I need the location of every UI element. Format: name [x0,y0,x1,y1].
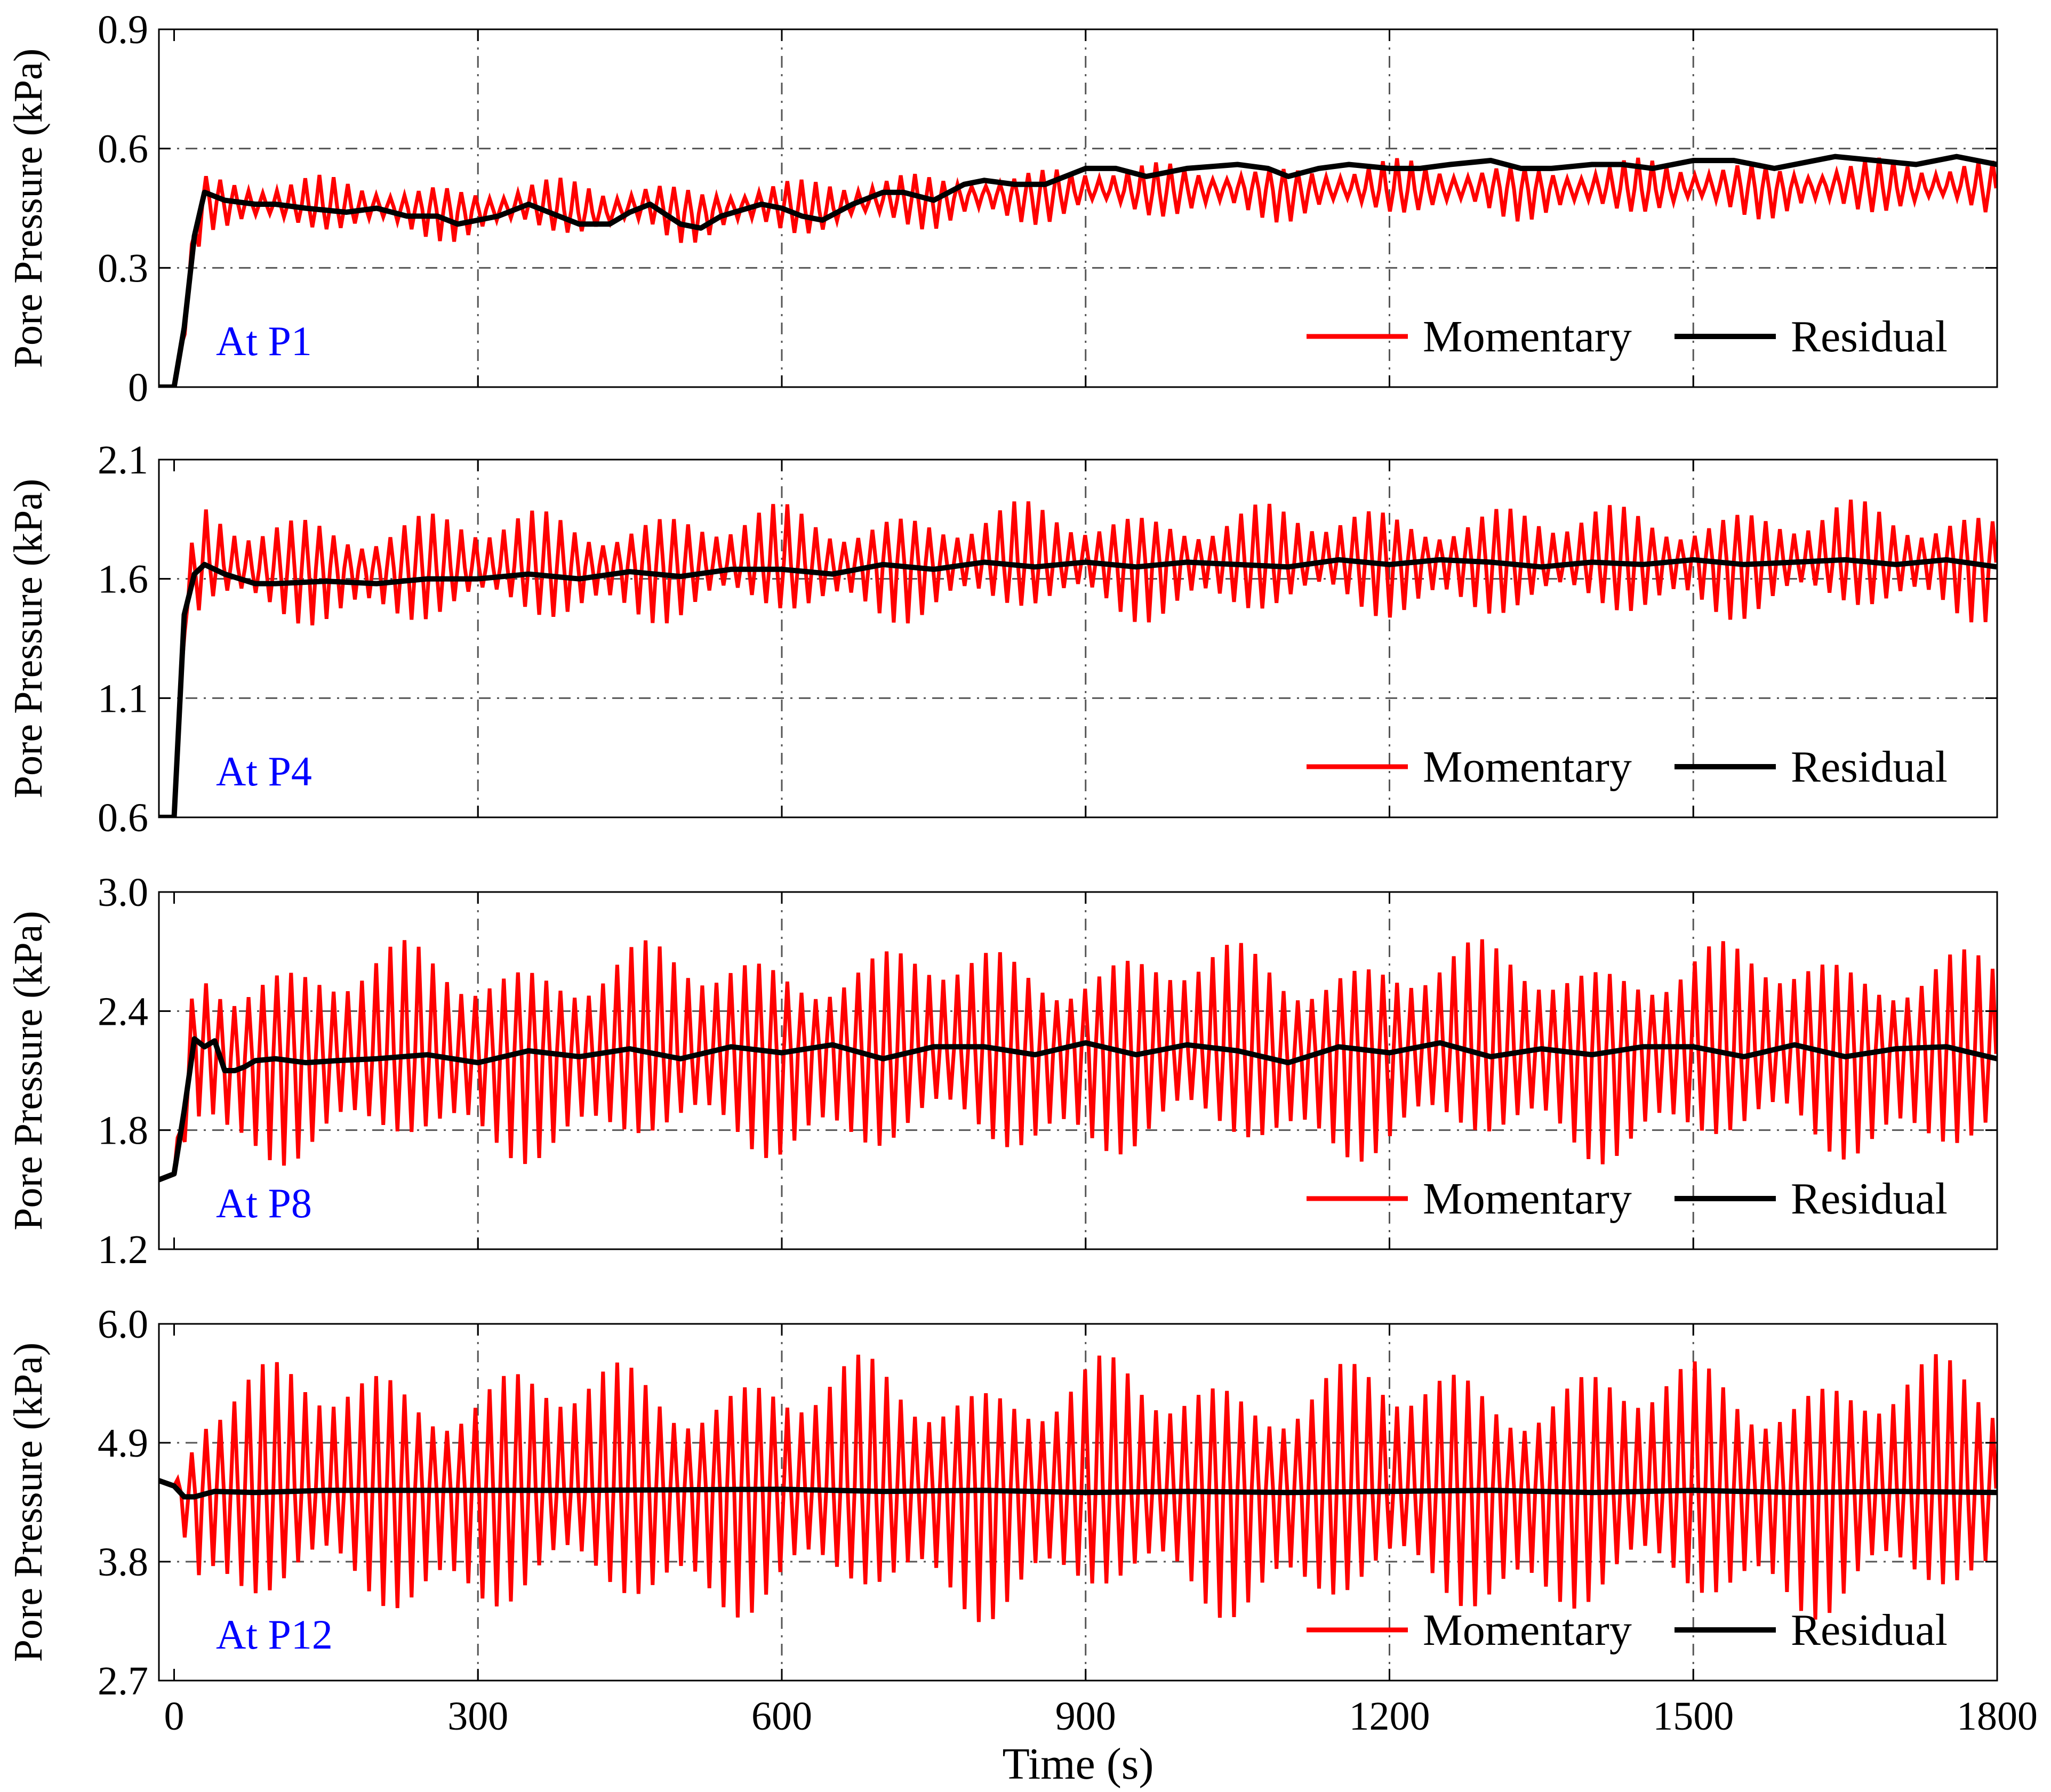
y-tick-label: 6.0 [98,1302,148,1347]
panel-tag: At P12 [216,1611,333,1658]
y-tick-label: 0.9 [98,7,148,52]
y-tick-label: 0 [128,365,148,410]
panel-1: 0 0.3 0.6 0.9 Pore Pressure (kPa) At P1 Moment… [6,7,1998,410]
panel-4: 2.7 3.8 4.9 6.0 Pore Pressure (kPa) At P12 Mom… [6,1302,1998,1703]
x-tick-label: 900 [1055,1694,1116,1739]
legend-momentary-label: Momentary [1423,742,1632,792]
axes-frame [158,1323,1998,1682]
y-axis-label: Pore Pressure (kPa) [6,911,51,1230]
panel-tag: At P8 [216,1180,312,1226]
axes-frame [158,459,1998,818]
panel-3: 1.2 1.8 2.4 3.0 Pore Pressure (kPa) At P8 Mome… [6,870,1998,1272]
panel-tag: At P1 [216,318,312,364]
legend-momentary-label: Momentary [1423,1174,1632,1224]
x-axis-label: Time (s) [1003,1739,1154,1789]
residual-series-line [159,1036,1997,1183]
y-tick-label: 1.8 [98,1108,148,1153]
legend-residual-label: Residual [1791,1174,1948,1224]
y-tick-label: 2.4 [98,989,148,1034]
axes-frame [158,28,1998,388]
axes-frame [158,891,1998,1250]
legend-residual-label: Residual [1791,742,1948,792]
y-axis-label: Pore Pressure (kPa) [6,49,51,368]
y-tick-label: 4.9 [98,1421,148,1466]
panel-tag: At P4 [216,748,312,794]
x-tick-label: 1500 [1653,1694,1734,1739]
y-tick-label: 1.2 [98,1227,148,1272]
y-tick-label: 0.3 [98,246,148,291]
momentary-series-line [172,499,1997,817]
y-axis-label: Pore Pressure (kPa) [6,479,51,798]
y-tick-label: 0.6 [98,127,148,172]
x-tick-label: 300 [447,1694,508,1739]
residual-series-line [159,154,1997,387]
y-tick-label: 2.1 [98,438,148,483]
panel-2: 0.6 1.1 1.6 2.1 Pore Pressure (kPa) At P4 Mome… [6,438,1998,840]
legend-residual-label: Residual [1791,1605,1948,1655]
residual-series-line [159,557,1997,817]
y-tick-label: 3.8 [98,1540,148,1585]
y-tick-label: 2.7 [98,1659,148,1703]
momentary-series-line [172,157,1997,387]
legend-momentary-label: Momentary [1423,312,1632,361]
y-axis-label: Pore Pressure (kPa) [6,1343,51,1662]
residual-series-line [159,1478,1997,1500]
y-tick-label: 0.6 [98,795,148,840]
legend-momentary-label: Momentary [1423,1605,1632,1655]
x-tick-label: 1200 [1349,1694,1430,1739]
x-tick-label: 600 [751,1694,812,1739]
legend-residual-label: Residual [1791,312,1948,361]
momentary-series-line [172,1354,1997,1622]
momentary-series-line [172,939,1997,1174]
y-tick-label: 3.0 [98,870,148,915]
x-tick-label: 1800 [1957,1694,2038,1739]
y-tick-label: 1.6 [98,557,148,602]
x-tick-label: 0 [164,1694,184,1739]
y-tick-label: 1.1 [98,676,148,721]
